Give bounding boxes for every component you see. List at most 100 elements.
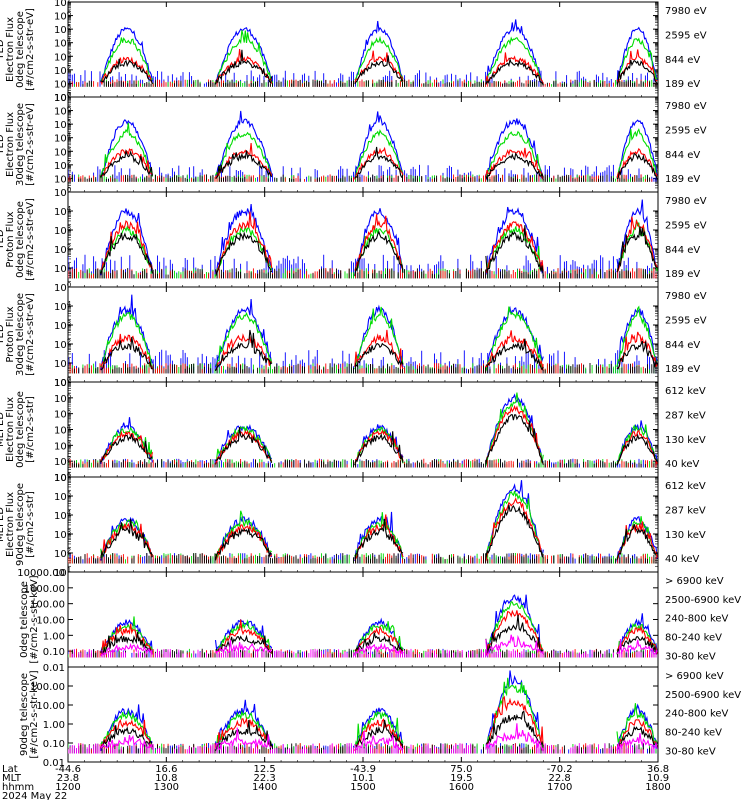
y-tick-label: 102	[54, 338, 71, 351]
y-tick-label: 103	[54, 439, 71, 452]
y-tick-label: 101	[54, 566, 71, 579]
legend-entry-blue: 30-80 keV	[665, 651, 716, 662]
y-tick-label: 105	[54, 23, 71, 36]
y-tick-label: 100	[54, 186, 71, 199]
panel-frame	[67, 96, 659, 193]
x-row-value: 1500	[350, 782, 375, 793]
y-axis-label-line: TED	[0, 229, 6, 250]
panel-5: 101 102 103 104 105 106 107 MEPED Electron Flux 0…	[0, 376, 706, 484]
y-tick-label: 107	[54, 376, 71, 389]
y-axis-label-line: 90deg telescope	[15, 483, 26, 566]
series-red	[100, 211, 658, 274]
x-row-value: 1400	[252, 782, 277, 793]
y-axis-label-line: [#/cm2-s-str-keV]	[29, 670, 40, 758]
y-tick-label: 101	[54, 77, 71, 90]
y-tick-label: 104	[54, 37, 72, 50]
legend-entry-green: 130 keV	[665, 435, 706, 446]
legend-entry-blue: 189 eV	[665, 269, 700, 280]
series-green	[100, 30, 658, 86]
legend-entry-black: 2500-6900 keV	[665, 595, 741, 606]
legend-entry-green: 80-240 keV	[665, 728, 722, 739]
legend-entry-red: 240-800 keV	[665, 614, 729, 625]
y-tick-label: 105	[54, 408, 71, 421]
y-tick-label: 106	[54, 471, 72, 484]
legend-entry-black: 612 keV	[665, 386, 706, 397]
y-axis-label-line: [#/cm2-s-str-keV]	[29, 575, 40, 663]
series-noise-black	[68, 458, 655, 468]
y-axis-label-line: [#/cm2-s-str]	[25, 491, 36, 558]
legend-entry-black: 7980 eV	[665, 6, 707, 17]
series-blue	[100, 199, 658, 276]
x-axis-rows: Lat -44.6 16.6 12.5 -43.9 75.0 -70.2 36.8 MLT 23.…	[2, 764, 671, 800]
y-tick-label: 1.00	[43, 631, 65, 642]
y-tick-label: 0.10	[43, 647, 65, 658]
series-black	[100, 504, 658, 561]
x-row-value: 19.5	[450, 773, 472, 784]
series-black	[100, 49, 658, 86]
y-tick-label: 10000.00	[17, 568, 65, 579]
series-red	[100, 497, 658, 562]
y-axis-label-line: 0deg telescope	[15, 201, 26, 278]
series-red	[100, 49, 658, 86]
series-blue	[100, 594, 658, 656]
y-axis-label-line: Proton Flux	[5, 306, 16, 362]
y-axis-label: TED Proton Flux 30deg telescope [#/cm2-s-st…	[0, 293, 36, 376]
legend-entry-green: 130 keV	[665, 530, 706, 541]
y-tick-label: 104	[54, 509, 72, 522]
legend-entry-red: 287 keV	[665, 505, 706, 516]
legend-entry-blue: 30-80 keV	[665, 746, 716, 757]
y-tick-label: 105	[54, 490, 71, 503]
panel-frame	[67, 191, 659, 288]
y-tick-label: 100.00	[30, 600, 65, 611]
x-row-value: 75.0	[450, 764, 472, 775]
x-row-label: MLT	[2, 773, 22, 784]
y-tick-label: 101	[54, 471, 71, 484]
series-red	[100, 143, 658, 181]
series-green	[100, 305, 658, 372]
y-axis-label-line: Proton Flux	[5, 211, 16, 267]
panel-frame	[67, 571, 659, 668]
series-noise-black	[73, 553, 657, 564]
series-noise-green	[68, 79, 655, 87]
legend-entry-magenta: > 6900 keV	[665, 576, 724, 587]
x-row-value: 10.8	[155, 773, 177, 784]
y-axis-label: 90deg telescope [#/cm2-s-str-keV]	[19, 670, 40, 758]
y-axis-label-line: 90deg telescope	[19, 673, 30, 756]
legend-entry-black: 7980 eV	[665, 101, 707, 112]
series-green	[100, 122, 658, 180]
y-tick-label: 102	[54, 159, 71, 172]
series-noise-green	[68, 458, 655, 468]
y-axis-label-line: [#/cm2-s-str]	[25, 396, 36, 463]
legend-entry-red: 2595 eV	[665, 30, 707, 41]
x-row-label: Lat	[2, 764, 18, 775]
series-blue	[100, 480, 658, 562]
y-tick-label: 106	[54, 392, 72, 405]
series-noise-black	[68, 363, 657, 374]
series-noise-black	[68, 79, 657, 87]
panel-frame	[67, 1, 659, 98]
series-red	[100, 695, 658, 751]
y-axis-label-line: Electron Flux	[5, 112, 16, 177]
series-magenta	[100, 723, 658, 752]
series-black	[100, 614, 658, 656]
legend-entry-blue: 189 eV	[665, 364, 700, 375]
legend-entry-green: 844 eV	[665, 245, 700, 256]
y-axis-label-line: Electron Flux	[5, 397, 16, 462]
legend-entry-black: 7980 eV	[665, 196, 707, 207]
y-tick-label: 10.00	[36, 616, 65, 627]
y-tick-label: 102	[54, 455, 71, 468]
legend-entry-black: 2500-6900 keV	[665, 690, 741, 701]
y-tick-label: 103	[54, 319, 71, 332]
x-row-value: 36.8	[647, 764, 669, 775]
y-axis-label: MEPED Electron Flux 90deg telescope [#/cm2-…	[0, 483, 36, 566]
y-tick-label: 104	[54, 424, 72, 437]
x-row-value: -44.6	[55, 764, 81, 775]
x-row-value: 12.5	[254, 764, 276, 775]
y-tick-label: 103	[54, 145, 71, 158]
series-black	[100, 414, 658, 466]
y-tick-label: 102	[54, 64, 71, 77]
y-tick-label: 100.00	[30, 682, 65, 693]
series-noise-green	[68, 553, 655, 564]
panel-7: 10000.001000.00100.0010.001.000.100.010d…	[17, 568, 741, 674]
y-axis-label: TED Electron Flux 30deg telescope [#/cm2-s-…	[0, 103, 36, 186]
